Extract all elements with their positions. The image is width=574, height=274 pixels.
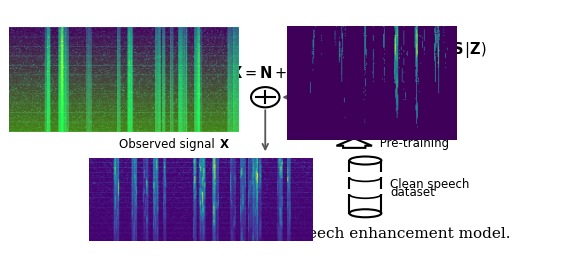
FancyBboxPatch shape: [347, 189, 383, 194]
Text: Pre-training: Pre-training: [377, 137, 449, 150]
Text: Observed signal: Observed signal: [119, 138, 219, 151]
Text: noise model: noise model: [76, 48, 148, 61]
Text: dataset: dataset: [390, 186, 435, 199]
Ellipse shape: [350, 209, 381, 217]
Text: speech model: speech model: [301, 48, 383, 61]
Ellipse shape: [251, 87, 280, 107]
Text: Fig. 1: Fig. 1: [103, 227, 152, 241]
Text: VAE-based: VAE-based: [301, 38, 363, 51]
Polygon shape: [336, 138, 372, 148]
Text: Clean speech: Clean speech: [390, 178, 470, 191]
FancyBboxPatch shape: [347, 172, 383, 177]
Text: NMF-based: NMF-based: [76, 38, 142, 51]
Text: $p(\mathbf{S}\,|\mathbf{Z})$: $p(\mathbf{S}\,|\mathbf{Z})$: [436, 40, 486, 60]
Text: $\mathbf{X}$: $\mathbf{X}$: [219, 138, 230, 151]
Text: $\mathbf{X} = \mathbf{N} + \mathbf{S}$: $\mathbf{X} = \mathbf{N} + \mathbf{S}$: [230, 65, 301, 81]
Text: . Overview of our speech enhancement model.: . Overview of our speech enhancement mod…: [152, 227, 511, 241]
Ellipse shape: [350, 156, 381, 164]
Text: $p(\mathbf{N}|\mathbf{W},\mathbf{H})$: $p(\mathbf{N}|\mathbf{W},\mathbf{H})$: [163, 40, 238, 60]
